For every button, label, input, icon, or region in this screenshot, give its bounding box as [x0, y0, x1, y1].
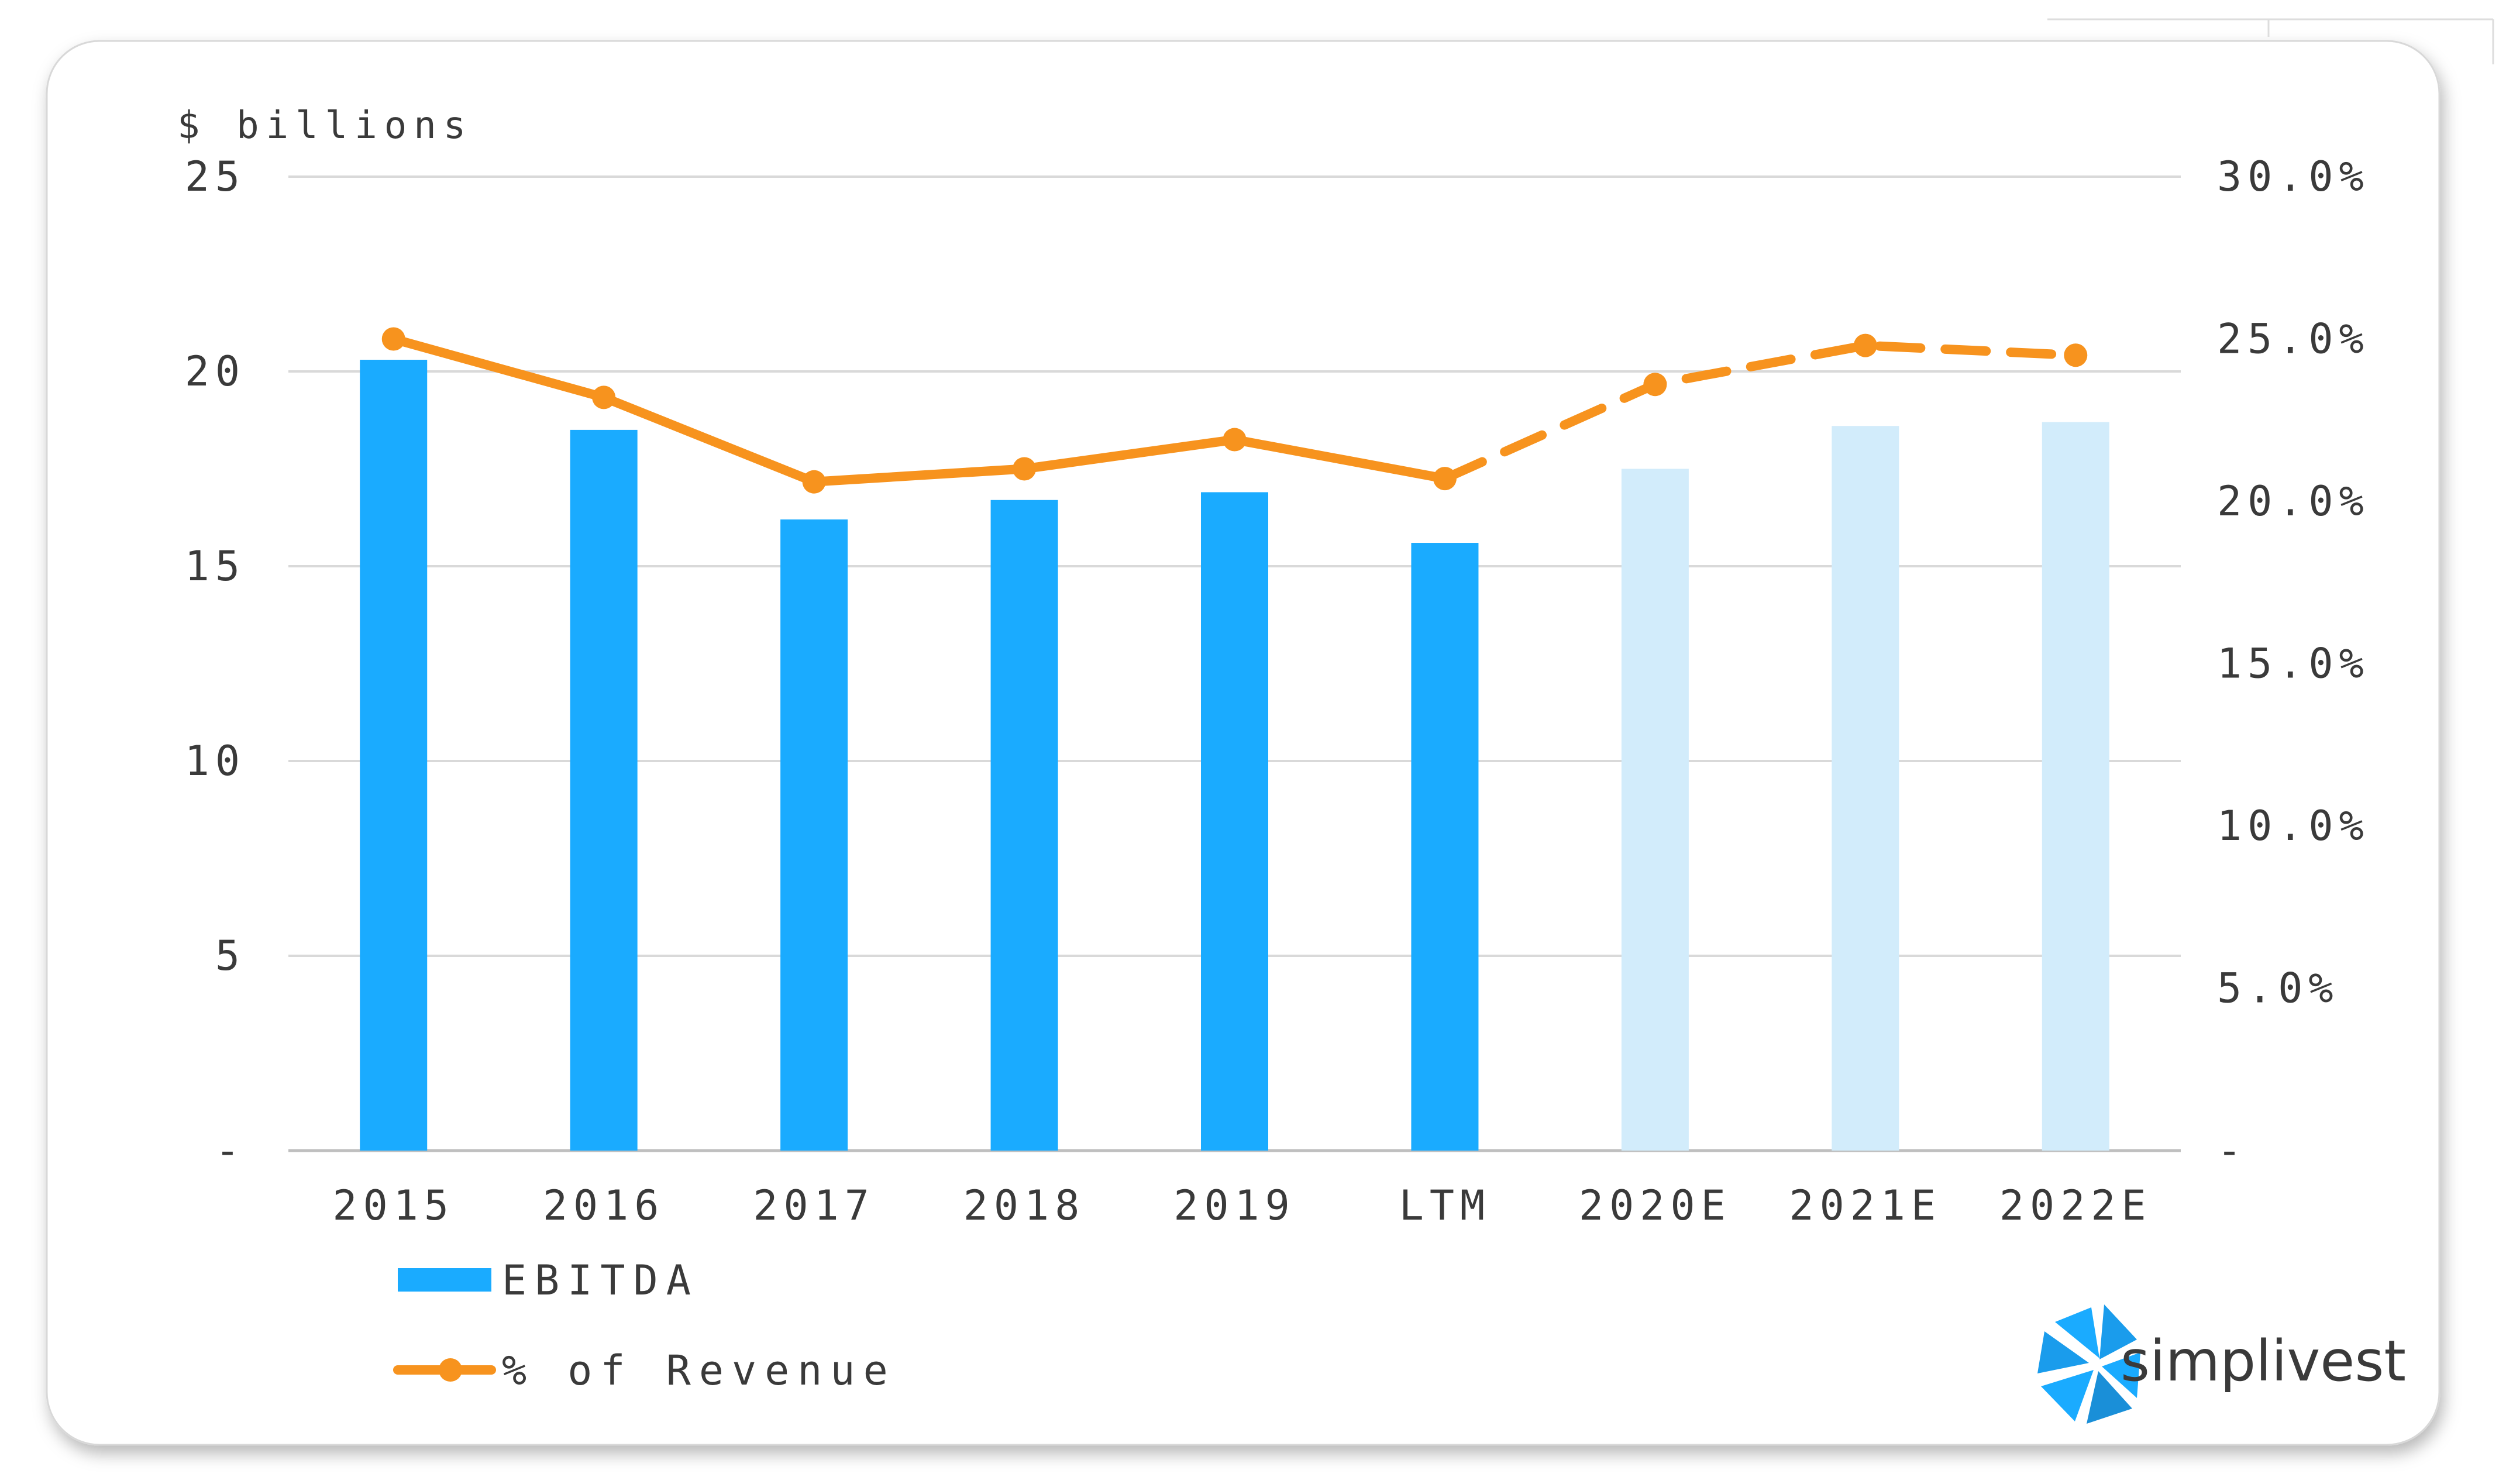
- brand-name: simplivest: [2121, 1328, 2406, 1394]
- line-series: [381, 327, 2088, 494]
- y-right-tick-label: 10.0%: [2217, 802, 2370, 850]
- line-point: [802, 470, 826, 494]
- x-tick-label: 2016: [543, 1182, 665, 1230]
- line-point: [1433, 467, 1457, 491]
- y-left-tick-label: -: [215, 1127, 246, 1175]
- x-tick-label: 2017: [753, 1182, 875, 1230]
- line-point: [1643, 373, 1667, 397]
- bar: [1411, 543, 1479, 1151]
- right-axis: - 5.0% 10.0% 15.0% 20.0% 25.0% 30.0%: [2217, 153, 2370, 1175]
- y-right-tick-label: 5.0%: [2217, 965, 2339, 1013]
- line-point: [1013, 457, 1037, 481]
- line-point: [1853, 333, 1877, 357]
- simplivest-logo: simplivest: [2037, 1304, 2406, 1424]
- x-tick-label: 2018: [963, 1182, 1086, 1230]
- y-left-tick-label: 5: [215, 932, 246, 980]
- x-tick-label: 2019: [1173, 1182, 1296, 1230]
- line-point: [381, 327, 405, 351]
- x-tick-label: LTM: [1399, 1182, 1491, 1230]
- bar: [360, 360, 428, 1151]
- y-right-tick-label: 15.0%: [2217, 640, 2370, 688]
- x-tick-label: 2015: [332, 1182, 455, 1230]
- bar: [1621, 469, 1689, 1151]
- bar: [990, 500, 1058, 1151]
- legend-item-revenue-pct: % of Revenue: [393, 1347, 896, 1395]
- legend-label: % of Revenue: [502, 1347, 896, 1395]
- bar: [1201, 492, 1268, 1151]
- x-tick-label: 2022E: [1999, 1182, 2152, 1230]
- legend: EBITDA % of Revenue: [393, 1256, 896, 1395]
- line-point: [592, 385, 616, 409]
- legend-swatch-bar: [398, 1268, 491, 1292]
- line-point: [2064, 343, 2088, 367]
- y-unit-label: $ billions: [177, 104, 473, 147]
- x-axis: 2015 2016 2017 2018 2019 LTM 2020E 2021E 2022E: [332, 1182, 2152, 1230]
- y-right-tick-label: 30.0%: [2217, 153, 2370, 201]
- left-axis: - 5 10 15 20 25: [185, 153, 246, 1175]
- y-right-tick-label: -: [2217, 1127, 2247, 1175]
- x-tick-label: 2021E: [1789, 1182, 1942, 1230]
- bar: [2042, 422, 2109, 1151]
- line-dashed: [1440, 340, 2081, 484]
- y-left-tick-label: 25: [185, 153, 246, 201]
- y-left-tick-label: 20: [185, 347, 246, 395]
- legend-swatch-marker: [439, 1358, 462, 1382]
- bar: [1832, 426, 1899, 1151]
- y-left-tick-label: 15: [185, 542, 246, 590]
- line-solid: [388, 334, 1450, 487]
- bar: [570, 429, 638, 1151]
- brand-mark-icon: [2037, 1304, 2140, 1424]
- bar-series: [360, 360, 2109, 1151]
- y-right-tick-label: 20.0%: [2217, 477, 2370, 525]
- y-left-tick-label: 10: [185, 737, 246, 785]
- legend-item-ebitda: EBITDA: [398, 1256, 699, 1304]
- y-right-tick-label: 25.0%: [2217, 315, 2370, 363]
- legend-label: EBITDA: [502, 1256, 699, 1304]
- bar: [780, 519, 848, 1151]
- x-tick-label: 2020E: [1579, 1182, 1732, 1230]
- line-point: [1223, 428, 1247, 452]
